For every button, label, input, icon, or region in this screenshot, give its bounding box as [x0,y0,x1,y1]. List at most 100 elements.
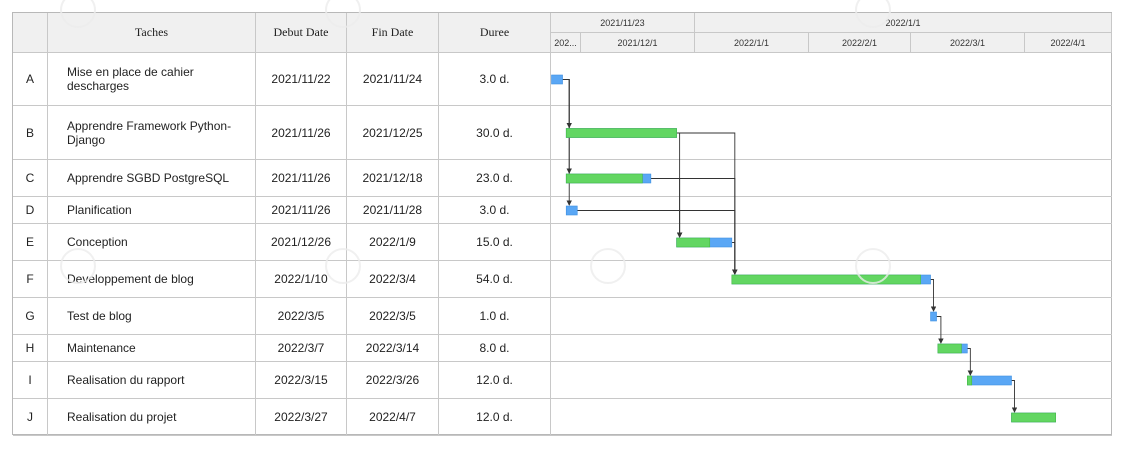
task-bar-A[interactable] [551,74,563,85]
task-name: Test de blog [48,298,256,335]
task-id-text: H [25,341,35,355]
task-start-text: 2022/3/15 [274,373,328,387]
task-duration: 1.0 d. [439,298,551,335]
task-name-text: Apprendre Framework Python-Django [67,118,232,147]
task-end: 2021/12/18 [347,160,439,197]
task-duration: 23.0 d. [439,160,551,197]
task-bar-I[interactable] [967,375,1012,386]
gantt-bars-area [551,74,1056,423]
task-start-text: 2022/3/7 [277,341,325,355]
dependency-links [562,79,1018,413]
task-bar-G[interactable] [930,311,937,322]
dependency-link-I-J [1011,380,1018,413]
task-bar-E[interactable] [676,237,733,248]
task-duration-text: 12.0 d. [476,410,513,424]
task-start: 2022/3/27 [256,399,347,436]
row-gridline [551,223,1112,224]
task-bar-F[interactable] [731,274,931,285]
task-start: 2022/3/7 [256,335,347,362]
task-duration: 54.0 d. [439,261,551,298]
task-bar-progress [565,173,643,184]
task-bar-progress [676,237,711,248]
task-bar-progress [731,274,921,285]
dependency-link-G-H [936,316,944,344]
task-end: 2022/4/7 [347,399,439,436]
task-id: H [13,335,48,362]
task-duration: 3.0 d. [439,197,551,224]
task-bar-H[interactable] [937,343,968,354]
task-id: G [13,298,48,335]
task-id-text: G [25,309,35,323]
task-start: 2021/11/26 [256,197,347,224]
task-end: 2022/1/9 [347,224,439,261]
watermark-logo-icon [60,248,96,284]
task-id: D [13,197,48,224]
task-bar-J[interactable] [1011,412,1056,423]
row-gridline [551,435,1112,436]
timeline-month-label: 2022/4/1 [1025,33,1112,53]
task-id: E [13,224,48,261]
task-id: A [13,53,48,106]
task-bar-C[interactable] [565,173,652,184]
task-id: F [13,261,48,298]
row-gridline [551,196,1112,197]
task-bar-progress [937,343,962,354]
row-gridline [551,334,1112,335]
task-start: 2021/12/26 [256,224,347,261]
task-end-text: 2021/12/25 [362,125,423,140]
dependency-link-D-E [577,210,683,238]
task-id: B [13,106,48,160]
task-start: 2021/11/26 [256,160,347,197]
task-duration-text: 12.0 d. [476,373,513,387]
dependency-link-B-F [676,132,738,275]
task-start: 2022/3/15 [256,362,347,399]
row-gridline [551,159,1112,160]
task-name: Planification [48,197,256,224]
task-bar-progress [967,375,973,386]
task-name: Realisation du projet [48,399,256,436]
task-start: 2021/11/26 [256,106,347,160]
task-start-text: 2021/11/26 [271,125,331,140]
task-name-text: Maintenance [67,341,136,355]
task-start-text: 2022/3/27 [274,410,328,424]
task-duration-text: 15.0 d. [476,235,513,249]
task-end-text: 2021/12/18 [362,171,423,185]
task-bar-B[interactable] [565,128,677,138]
row-gridline [551,398,1112,399]
task-id: I [13,362,48,399]
column-header-id [13,13,48,53]
dependency-link-A-C [562,79,572,174]
task-end: 2022/3/5 [347,298,439,335]
task-duration-text: 54.0 d. [476,272,513,286]
task-duration: 15.0 d. [439,224,551,261]
task-bar-progress [1011,412,1056,423]
timeline-month-label: 202... [551,33,581,53]
task-name: Conception [48,224,256,261]
task-duration: 3.0 d. [439,53,551,106]
task-name-text: Realisation du rapport [67,373,185,387]
watermark-logo-icon [855,248,891,284]
task-bar-remaining [930,311,937,322]
dependency-link-A-B [562,79,572,129]
task-end-text: 2022/3/4 [369,272,416,286]
watermark-logo-icon [855,0,891,28]
task-end-text: 2022/3/14 [365,341,420,355]
dependency-link-A-D [562,79,572,206]
task-end-text: 2022/3/26 [365,373,420,387]
task-end: 2022/3/26 [347,362,439,399]
task-bar-D[interactable] [565,205,578,216]
task-id-text: C [25,171,35,185]
task-end-text: 2022/3/5 [369,309,416,323]
timeline-period-label: 2022/1/1 [695,13,1112,33]
task-name-text: Realisation du projet [67,410,177,424]
task-end: 2021/12/25 [347,106,439,160]
task-name-text: Developpement de blog [67,272,194,286]
task-start: 2021/11/22 [256,53,347,106]
task-bars [551,74,1056,423]
task-bar-remaining [967,375,1012,386]
task-duration: 12.0 d. [439,362,551,399]
task-name-text: Test de blog [67,309,132,323]
task-name-text: Conception [67,235,128,249]
task-start-text: 2021/11/26 [271,203,331,217]
watermark-logo-icon [325,248,361,284]
